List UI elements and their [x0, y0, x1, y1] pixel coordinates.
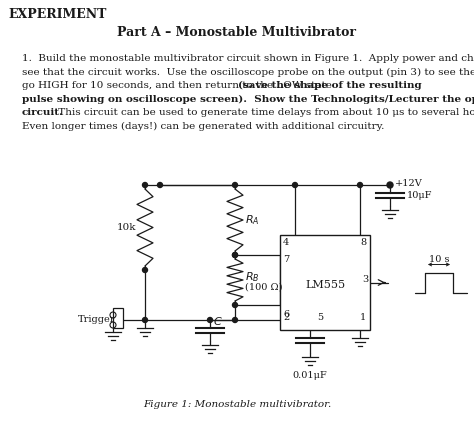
Text: 4: 4: [283, 238, 289, 247]
Text: 10μF: 10μF: [407, 190, 432, 200]
Text: circuit.: circuit.: [22, 108, 64, 117]
Circle shape: [208, 318, 212, 323]
Text: Trigger: Trigger: [78, 315, 116, 324]
Text: Part A – Monostable Multivibrator: Part A – Monostable Multivibrator: [118, 26, 356, 39]
Circle shape: [233, 318, 237, 323]
Text: pulse showing on oscilloscope screen).  Show the Technologits/Lecturer the opera: pulse showing on oscilloscope screen). S…: [22, 95, 474, 103]
Circle shape: [143, 268, 147, 273]
Circle shape: [157, 182, 163, 187]
Circle shape: [292, 182, 298, 187]
Circle shape: [233, 302, 237, 307]
Text: (save the shape of the resulting: (save the shape of the resulting: [238, 81, 421, 90]
Text: 10k: 10k: [117, 223, 137, 232]
Text: 5: 5: [317, 313, 323, 322]
Circle shape: [387, 182, 393, 188]
Circle shape: [233, 253, 237, 257]
Text: 1: 1: [360, 313, 366, 322]
Circle shape: [143, 318, 147, 323]
Text: $C$: $C$: [213, 315, 223, 327]
Text: +12V: +12V: [395, 179, 423, 189]
Circle shape: [143, 182, 147, 187]
Circle shape: [233, 253, 237, 257]
Text: $R_B$: $R_B$: [245, 270, 260, 284]
Bar: [113, 308, 123, 328]
Text: 0.01μF: 0.01μF: [292, 371, 328, 380]
Text: 6: 6: [283, 310, 289, 319]
Text: Even longer times (days!) can be generated with additional circuitry.: Even longer times (days!) can be generat…: [22, 122, 384, 131]
Text: go HIGH for 10 seconds, and then return to the LOW state: go HIGH for 10 seconds, and then return …: [22, 81, 335, 90]
Text: $R_A$: $R_A$: [245, 213, 259, 227]
Circle shape: [233, 182, 237, 187]
Bar: [280, 235, 370, 330]
Text: 1.  Build the monostable multivibrator circuit shown in Figure 1.  Apply power a: 1. Build the monostable multivibrator ci…: [22, 54, 474, 63]
Text: 8: 8: [360, 238, 366, 247]
Text: 7: 7: [283, 255, 289, 264]
Text: 3: 3: [362, 275, 368, 284]
Text: LM555: LM555: [305, 281, 345, 290]
Circle shape: [357, 182, 363, 187]
Text: see that the circuit works.  Use the oscilloscope probe on the output (pin 3) to: see that the circuit works. Use the osci…: [22, 67, 474, 77]
Text: Figure 1: Monostable multivibrator.: Figure 1: Monostable multivibrator.: [143, 400, 331, 409]
Text: 10 s: 10 s: [429, 254, 449, 263]
Text: 2: 2: [283, 313, 289, 322]
Text: (100 Ω): (100 Ω): [245, 282, 283, 292]
Text: This circuit can be used to generate time delays from about 10 μs to several hou: This circuit can be used to generate tim…: [55, 108, 474, 117]
Text: EXPERIMENT: EXPERIMENT: [8, 8, 106, 21]
